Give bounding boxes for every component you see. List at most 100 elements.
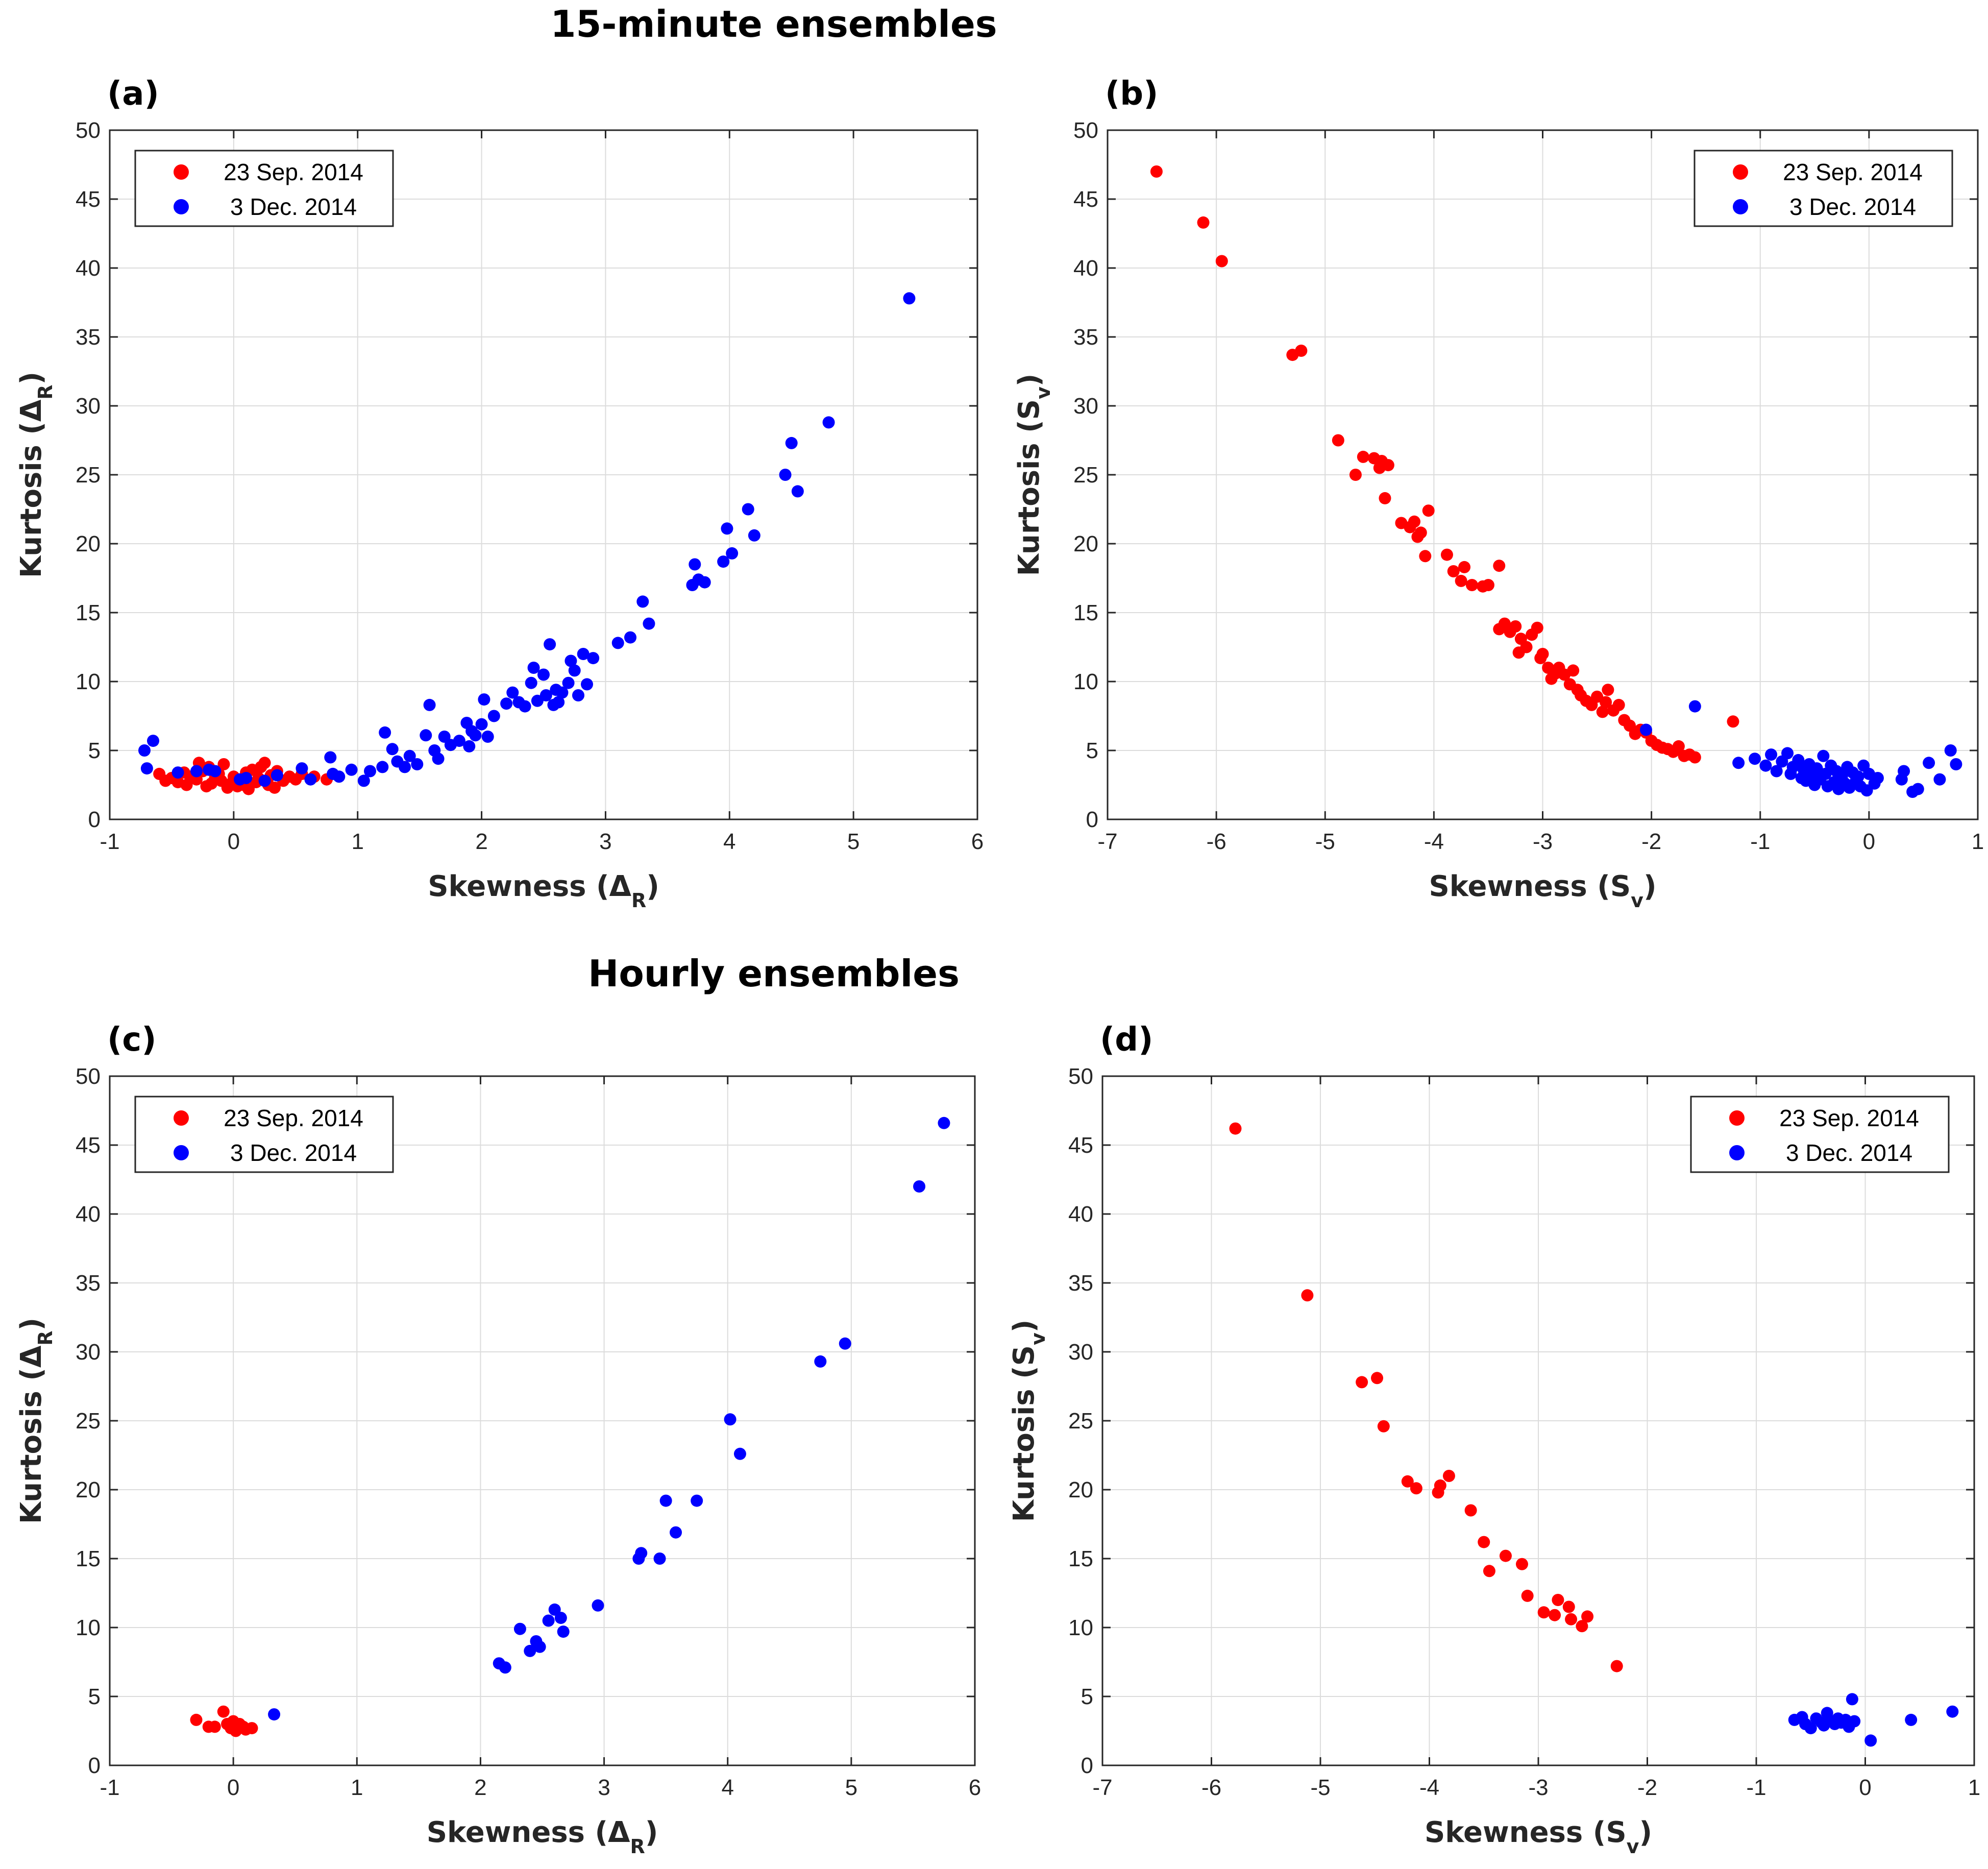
y-tick-label: 35 [76,325,101,350]
data-point-series-2 [432,753,445,765]
y-tick-label: 10 [76,1615,101,1640]
data-point-series-2 [568,664,581,677]
y-tick-label: 5 [1081,1684,1093,1709]
legend-box [134,1096,394,1173]
y-tick-label: 40 [1073,256,1098,281]
data-point-series-1 [1581,1610,1594,1623]
data-point-series-2 [724,1413,737,1426]
data-point-series-2 [903,292,916,305]
x-tick-label: -3 [1528,1775,1548,1800]
data-point-series-2 [1950,758,1962,770]
x-tick-label: 2 [474,1775,486,1800]
data-point-series-2 [1781,747,1794,760]
data-point-series-1 [1408,515,1421,528]
y-tick-label: 5 [88,738,101,763]
data-point-series-2 [913,1180,926,1193]
data-point-series-1 [1455,574,1467,587]
y-tick-label: 20 [76,1477,101,1502]
x-tick-label: 3 [598,1775,610,1800]
data-point-series-2 [839,1337,851,1350]
data-point-series-2 [635,1547,648,1560]
data-point-series-1 [1509,620,1522,633]
y-tick-label: 5 [88,1684,101,1709]
legend-label: 23 Sep. 2014 [1779,1105,1919,1131]
chart-panel-4: -7 -6 -5 -4 -3 -2 -1 0 105101520253035404550Skew… [1008,1021,1980,1858]
x-tick-label: 1 [351,1775,363,1800]
data-point-series-2 [453,735,465,747]
x-tick-label: 5 [847,829,860,854]
panel-label: (b) [1105,75,1158,113]
data-point-series-2 [659,1494,672,1507]
data-point-series-2 [506,686,519,699]
legend-label: 3 Dec. 2014 [230,193,357,220]
x-tick-label: 4 [721,1775,733,1800]
legend-label: 23 Sep. 2014 [224,1105,363,1131]
y-tick-label: 35 [76,1271,101,1296]
data-point-series-1 [1442,1470,1455,1482]
data-point-series-2 [469,729,482,742]
data-point-series-2 [423,698,436,711]
data-point-series-1 [1565,1613,1578,1625]
data-point-series-2 [1804,1722,1817,1735]
y-tick-label: 35 [1073,325,1098,350]
panel-label: (c) [107,1021,156,1059]
data-point-series-1 [1688,751,1701,764]
data-point-series-1 [1229,1122,1242,1135]
data-point-series-2 [624,631,636,644]
legend-marker [174,1110,189,1126]
data-point-series-2 [463,740,476,753]
data-point-series-2 [171,766,184,779]
data-point-series-2 [190,765,203,778]
y-tick-label: 15 [1068,1546,1093,1571]
data-point-series-1 [1521,1589,1534,1602]
data-point-series-2 [721,522,733,535]
legend: 23 Sep. 2014 3 Dec. 2014 [134,1096,394,1173]
data-point-series-2 [670,1526,682,1539]
x-axis-title: Skewness (ΔR) [428,870,659,912]
data-point-series-1 [217,758,230,770]
data-point-series-2 [304,773,317,786]
data-point-series-2 [938,1116,950,1129]
data-point-series-2 [581,678,593,691]
data-point-series-1 [1382,459,1394,472]
y-axis-title: Kurtosis (ΔR) [15,372,57,578]
x-tick-label: -6 [1207,829,1226,854]
y-tick-label: 35 [1068,1271,1093,1296]
data-point-series-1 [1447,565,1460,577]
data-point-series-1 [1215,255,1228,268]
legend-marker [174,1145,189,1160]
y-tick-label: 20 [1073,531,1098,556]
x-tick-label: 6 [971,829,984,854]
data-point-series-2 [296,762,308,775]
data-point-series-1 [1349,469,1362,481]
data-point-series-2 [592,1599,604,1612]
y-tick-label: 40 [76,1202,101,1227]
data-point-series-2 [478,693,490,706]
data-point-series-2 [689,558,701,571]
data-point-series-1 [1295,345,1308,357]
legend-marker [174,164,189,180]
x-tick-label: 0 [228,829,240,854]
data-point-series-2 [1852,770,1864,783]
data-point-series-2 [636,595,649,608]
data-point-series-2 [822,416,835,429]
data-point-series-2 [1749,753,1761,765]
data-point-series-1 [1567,664,1580,677]
data-point-series-1 [1483,1565,1495,1577]
data-point-series-2 [258,774,271,787]
data-point-series-2 [1759,759,1772,772]
data-point-series-1 [1356,1376,1368,1389]
data-point-series-1 [1727,715,1739,728]
legend-label: 23 Sep. 2014 [224,159,363,185]
y-tick-label: 10 [1073,669,1098,694]
y-tick-label: 15 [76,600,101,625]
legend-label: 3 Dec. 2014 [230,1139,357,1166]
x-tick-label: 0 [1859,1775,1871,1800]
data-point-series-2 [500,697,513,710]
y-tick-label: 30 [1068,1340,1093,1365]
data-point-series-2 [1688,700,1701,713]
y-tick-label: 50 [1073,118,1098,143]
x-tick-label: -5 [1315,829,1335,854]
data-point-series-1 [1612,698,1625,711]
